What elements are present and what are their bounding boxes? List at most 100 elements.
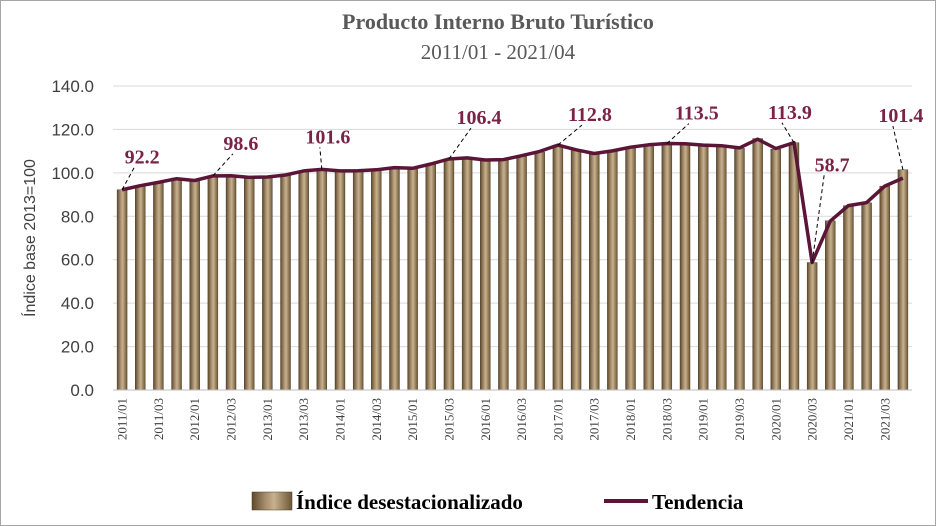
bar	[679, 143, 691, 391]
bar	[443, 158, 455, 391]
y-tick-label: 80.0	[61, 207, 94, 226]
bar	[552, 144, 564, 391]
y-tick-label: 60.0	[61, 251, 94, 270]
x-tick-label: 2021/03	[877, 398, 892, 441]
bar	[153, 182, 164, 391]
bar	[316, 169, 328, 391]
leader-line	[666, 123, 690, 144]
leader-line	[811, 175, 825, 263]
bar	[480, 160, 491, 391]
bar	[770, 148, 782, 391]
bar	[516, 155, 527, 391]
x-tick-label: 2020/01	[768, 398, 783, 441]
x-tick-label: 2015/01	[405, 398, 420, 441]
leader-line	[212, 153, 234, 177]
x-tick-label: 2014/01	[332, 398, 347, 441]
bar	[661, 143, 673, 391]
data-label: 101.6	[305, 126, 350, 148]
bar	[116, 189, 128, 391]
data-label: 113.9	[768, 102, 812, 124]
x-axis-ticks: 2011/01 2011/03 2012/01 2012/03 2013/01 2013/…	[115, 398, 893, 441]
y-tick-label: 100.0	[51, 164, 94, 183]
x-tick-label: 2018/01	[623, 398, 638, 441]
bar	[570, 150, 582, 391]
legend-label-trend: Tendencia	[652, 490, 744, 514]
data-label: 112.8	[568, 104, 612, 126]
leader-line	[448, 127, 472, 160]
trend-line	[121, 137, 904, 265]
x-tick-label: 2015/03	[441, 398, 456, 441]
leader-line	[557, 124, 583, 146]
bar	[806, 262, 818, 391]
data-label: 92.2	[125, 147, 160, 169]
x-tick-label: 2017/01	[550, 398, 565, 441]
bar	[897, 169, 909, 391]
bar	[207, 175, 219, 391]
x-tick-label: 2017/03	[587, 398, 602, 441]
leader-line	[892, 125, 904, 170]
x-tick-label: 2011/01	[115, 398, 130, 440]
x-tick-label: 2011/03	[151, 398, 166, 440]
bar	[407, 168, 418, 391]
bar	[752, 138, 763, 391]
y-axis-label: Índice base 2013=100	[20, 159, 39, 317]
y-tick-label: 40.0	[61, 294, 94, 313]
data-labels: 92.2 98.6 101.6 106.4 112.8 113.5 113.9 58.7 101…	[121, 102, 923, 263]
x-tick-label: 2016/03	[514, 398, 529, 441]
bar	[625, 147, 636, 391]
y-tick-label: 0.0	[70, 381, 94, 400]
bar	[352, 170, 364, 391]
x-tick-label: 2013/03	[296, 398, 311, 441]
bar	[262, 176, 273, 391]
x-tick-label: 2013/01	[260, 398, 275, 441]
bar	[171, 177, 182, 391]
bar	[334, 170, 346, 391]
bar	[280, 175, 291, 391]
bar	[135, 185, 146, 391]
y-tick-label: 20.0	[61, 338, 94, 357]
chart-subtitle: 2011/01 - 2021/04	[421, 40, 576, 64]
y-axis-ticks: 0.0 20.0 40.0 60.0 80.0 100.0 120.0 140.0	[51, 77, 94, 400]
bar	[389, 167, 400, 391]
bar	[425, 163, 436, 391]
y-tick-label: 140.0	[51, 77, 94, 96]
legend-swatch-index	[251, 491, 293, 511]
bar	[843, 205, 854, 391]
chart-title: Producto Interno Bruto Turístico	[342, 9, 654, 34]
data-label: 101.4	[878, 105, 923, 127]
bar	[298, 170, 309, 391]
bar	[189, 181, 200, 391]
legend-label-index: Índice desestacionalizado	[296, 490, 523, 514]
x-tick-label: 2019/03	[732, 398, 747, 441]
x-tick-label: 2021/01	[841, 398, 856, 441]
bar	[643, 144, 654, 391]
legend: Índice desestacionalizado Tendencia	[251, 490, 744, 514]
bar	[461, 157, 473, 391]
x-tick-label: 2014/03	[369, 398, 384, 441]
x-tick-label: 2012/03	[224, 398, 239, 441]
bar	[243, 177, 255, 391]
x-tick-label: 2019/01	[696, 398, 711, 441]
data-label: 98.6	[223, 133, 258, 155]
data-label: 106.4	[456, 107, 501, 129]
leader-line	[781, 122, 795, 143]
bar	[879, 185, 890, 391]
x-tick-label: 2012/01	[187, 398, 202, 441]
leader-line	[319, 147, 323, 170]
x-tick-label: 2018/03	[659, 398, 674, 441]
bar	[734, 148, 745, 391]
bar	[825, 220, 836, 391]
data-label: 58.7	[815, 154, 850, 176]
bar	[607, 150, 618, 391]
bar	[788, 142, 800, 391]
bar	[534, 151, 545, 391]
bar	[861, 202, 872, 391]
x-tick-label: 2016/01	[478, 398, 493, 441]
y-tick-label: 120.0	[51, 120, 94, 139]
data-label: 113.5	[675, 103, 719, 125]
bar	[697, 145, 709, 391]
bar	[225, 175, 237, 391]
x-tick-label: 2020/03	[805, 398, 820, 441]
bar	[498, 159, 509, 391]
